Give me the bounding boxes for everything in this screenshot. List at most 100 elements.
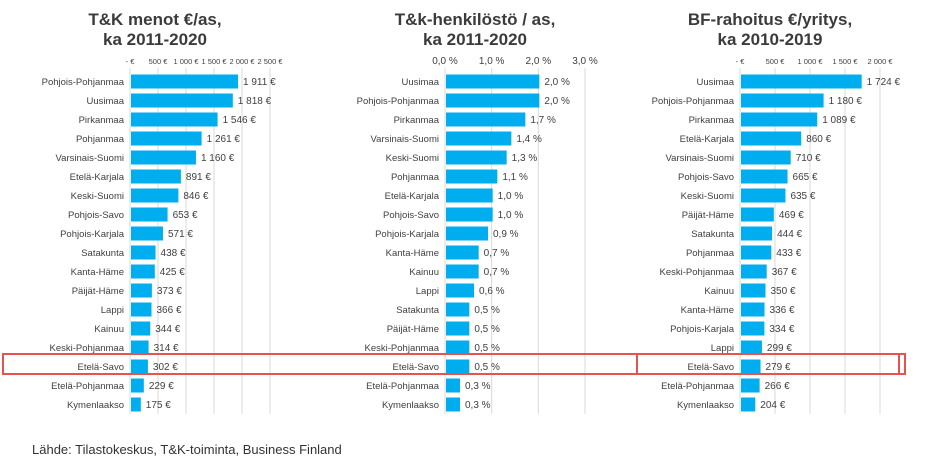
chart-title-line-1-0: T&k-henkilöstö / as, (395, 10, 556, 29)
category-label-1-14: Keski-Pohjanmaa (365, 343, 440, 354)
category-label-1-4: Keski-Suomi (386, 153, 439, 164)
bar-0-1 (131, 93, 233, 108)
tick-label-0-4: 2 000 € (229, 57, 255, 66)
value-label-0-1: 1 818 € (238, 96, 272, 107)
value-label-0-15: 302 € (153, 362, 178, 373)
value-label-2-13: 334 € (769, 324, 794, 335)
category-label-1-6: Etelä-Karjala (385, 191, 440, 202)
value-label-1-0: 2,0 % (544, 77, 570, 88)
category-label-2-16: Etelä-Pohjanmaa (661, 381, 735, 392)
bar-0-15 (131, 359, 148, 374)
category-label-2-3: Etelä-Karjala (680, 134, 735, 145)
bar-1-16 (446, 378, 460, 393)
category-label-1-17: Kymenlaakso (382, 400, 439, 411)
category-label-0-13: Kainuu (94, 324, 124, 335)
value-label-2-4: 710 € (796, 153, 821, 164)
category-label-0-5: Etelä-Karjala (70, 172, 125, 183)
category-label-2-15: Etelä-Savo (688, 362, 734, 373)
value-label-1-3: 1,4 % (516, 134, 542, 145)
value-label-2-15: 279 € (766, 362, 791, 373)
chart-title-line-0-1: ka 2011-2020 (103, 30, 207, 49)
value-label-2-8: 444 € (777, 229, 802, 240)
category-label-2-11: Kainuu (704, 286, 734, 297)
category-label-0-9: Satakunta (81, 248, 124, 259)
bar-2-10 (741, 264, 767, 279)
value-label-2-9: 433 € (776, 248, 801, 259)
category-label-0-7: Pohjois-Savo (68, 210, 124, 221)
value-label-2-2: 1 089 € (822, 115, 856, 126)
chart-title-line-2-1: ka 2010-2019 (718, 30, 823, 49)
bar-2-7 (741, 207, 774, 222)
category-label-0-11: Päijät-Häme (72, 286, 124, 297)
bar-2-16 (741, 378, 760, 393)
value-label-2-0: 1 724 € (867, 77, 901, 88)
category-label-0-1: Uusimaa (87, 96, 125, 107)
value-label-1-15: 0,5 % (474, 362, 500, 373)
bar-1-7 (446, 207, 493, 222)
tick-label-0-2: 1 000 € (173, 57, 199, 66)
category-label-0-3: Pohjanmaa (76, 134, 125, 145)
value-label-0-9: 438 € (161, 248, 186, 259)
tick-label-2-3: 1 500 € (832, 57, 858, 66)
bar-1-3 (446, 131, 512, 146)
bar-2-6 (741, 188, 786, 203)
bar-1-14 (446, 340, 470, 355)
bar-0-6 (131, 188, 179, 203)
tick-label-1-3: 3,0 % (572, 56, 598, 67)
value-label-1-1: 2,0 % (544, 96, 570, 107)
bar-1-4 (446, 150, 507, 165)
value-label-1-2: 1,7 % (530, 115, 556, 126)
bar-1-1 (446, 93, 540, 108)
tick-label-0-1: 500 € (149, 57, 169, 66)
chart-title-line-0-0: T&K menot €/as, (88, 10, 221, 29)
value-label-1-6: 1,0 % (498, 191, 524, 202)
bar-0-17 (131, 397, 141, 412)
bar-0-7 (131, 207, 168, 222)
category-label-1-15: Etelä-Savo (393, 362, 439, 373)
bar-0-8 (131, 226, 163, 241)
value-label-2-5: 665 € (793, 172, 818, 183)
tick-label-1-1: 1,0 % (479, 56, 505, 67)
tick-label-1-0: 0,0 % (432, 56, 458, 67)
value-label-1-11: 0,6 % (479, 286, 505, 297)
bar-2-13 (741, 321, 765, 336)
category-label-0-6: Keski-Suomi (71, 191, 124, 202)
category-label-1-13: Päijät-Häme (387, 324, 439, 335)
bar-2-3 (741, 131, 802, 146)
bar-2-17 (741, 397, 756, 412)
bar-0-16 (131, 378, 144, 393)
tick-label-2-4: 2 000 € (867, 57, 893, 66)
category-label-1-12: Satakunta (396, 305, 439, 316)
tick-label-2-0: - € (736, 57, 746, 66)
category-label-0-2: Pirkanmaa (79, 115, 125, 126)
category-label-0-10: Kanta-Häme (71, 267, 124, 278)
category-label-1-0: Uusimaa (402, 77, 440, 88)
value-label-0-11: 373 € (157, 286, 182, 297)
category-label-1-2: Pirkanmaa (394, 115, 440, 126)
category-label-2-10: Keski-Pohjanmaa (660, 267, 735, 278)
bar-1-2 (446, 112, 526, 127)
category-label-1-9: Kanta-Häme (386, 248, 439, 259)
bar-1-10 (446, 264, 479, 279)
value-label-0-3: 1 261 € (207, 134, 241, 145)
bar-2-9 (741, 245, 772, 260)
bar-2-0 (741, 74, 862, 89)
tick-label-2-2: 1 000 € (797, 57, 823, 66)
value-label-0-13: 344 € (155, 324, 180, 335)
bar-1-11 (446, 283, 474, 298)
value-label-1-7: 1,0 % (498, 210, 524, 221)
bar-1-6 (446, 188, 493, 203)
highlight-box-right (636, 353, 906, 375)
bar-2-4 (741, 150, 791, 165)
bar-1-17 (446, 397, 460, 412)
bar-2-15 (741, 359, 761, 374)
value-label-0-5: 891 € (186, 172, 211, 183)
chart-title-line-2-0: BF-rahoitus €/yritys, (688, 10, 852, 29)
value-label-0-12: 366 € (156, 305, 181, 316)
value-label-2-17: 204 € (760, 400, 785, 411)
category-label-0-15: Etelä-Savo (78, 362, 124, 373)
bar-0-11 (131, 283, 152, 298)
bar-2-5 (741, 169, 788, 184)
value-label-1-9: 0,7 % (484, 248, 510, 259)
category-label-0-0: Pohjois-Pohjanmaa (42, 77, 125, 88)
